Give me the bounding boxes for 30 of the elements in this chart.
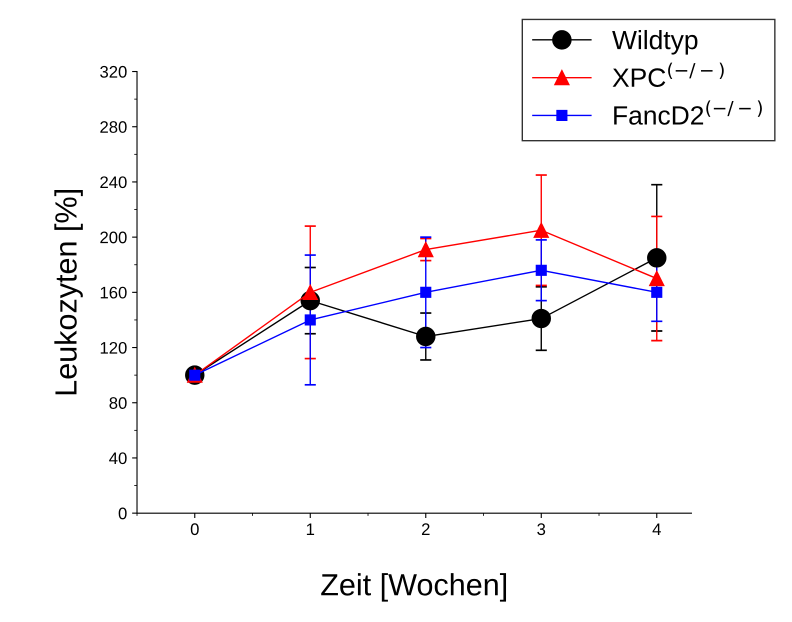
y-tick-label: 280 xyxy=(100,121,127,133)
y-tick-label: 40 xyxy=(109,452,127,464)
point xyxy=(651,286,662,298)
legend-label: Wildtyp xyxy=(612,30,698,55)
x-axis-title: Zeit [Wochen] xyxy=(321,573,506,602)
y-tick-label: 120 xyxy=(100,342,127,354)
y-tick-label: 80 xyxy=(109,397,127,409)
y-tick-label: 200 xyxy=(100,232,127,244)
y-tick-label: 240 xyxy=(100,176,127,188)
x-tick-label: 1 xyxy=(306,523,314,535)
y-tick-label: 160 xyxy=(100,286,127,299)
point xyxy=(532,308,551,328)
point xyxy=(649,270,664,286)
x-tick-label: 2 xyxy=(422,523,430,535)
point xyxy=(647,248,666,268)
legend-label: FancD2$^{(−/−)}$ xyxy=(614,100,762,125)
x-tick-label: 0 xyxy=(190,523,199,536)
y-tick-label: 0 xyxy=(118,508,127,520)
point xyxy=(304,314,316,326)
point xyxy=(536,264,547,276)
y-tick-label: 320 xyxy=(100,66,127,78)
point xyxy=(420,286,432,298)
point xyxy=(418,242,434,258)
x-tick-label: 4 xyxy=(652,523,661,535)
point xyxy=(416,326,436,346)
x-tick-label: 3 xyxy=(537,523,546,536)
point xyxy=(302,284,318,300)
point xyxy=(534,222,549,238)
legend-label: XPC$^{(−/−)}$ xyxy=(612,62,724,87)
y-axis-title: Leukozyten [%] xyxy=(54,190,83,394)
